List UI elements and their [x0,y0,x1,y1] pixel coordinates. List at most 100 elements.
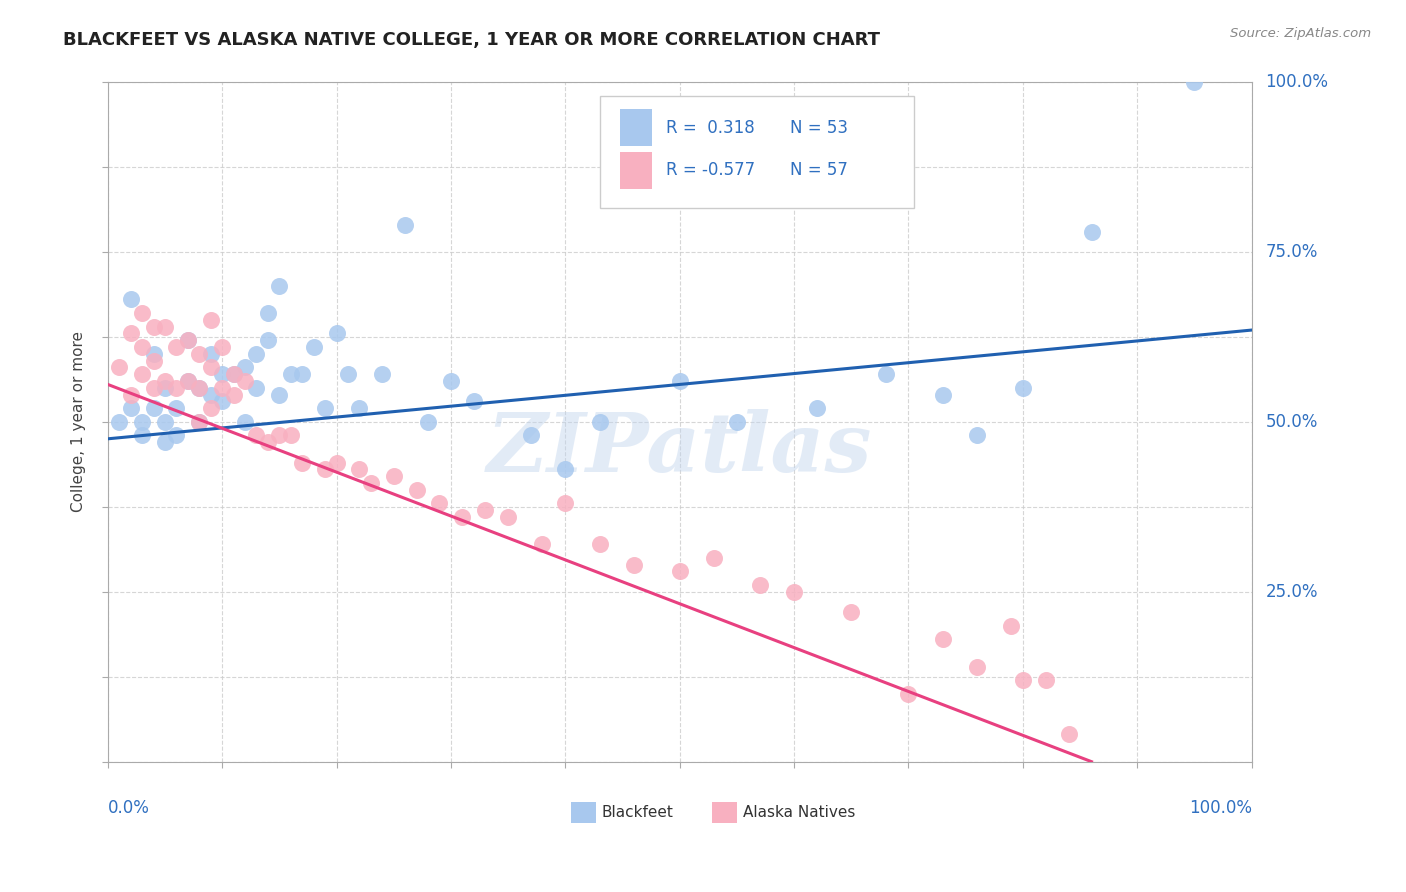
Point [257,306,280,320]
Point [131,428,153,442]
Point [233,360,256,375]
Point [153,381,176,395]
Point [1080,225,1102,239]
Point [269,428,291,442]
Point [531,537,554,551]
Point [165,401,187,416]
Point [440,374,463,388]
Point [966,659,988,673]
FancyBboxPatch shape [620,152,652,189]
Point [623,558,645,572]
Text: 25.0%: 25.0% [1265,582,1317,600]
Point [153,435,176,450]
Point [496,510,519,524]
Point [748,578,770,592]
Point [520,428,543,442]
Point [291,368,314,382]
Point [211,381,233,395]
Point [108,360,131,375]
Point [554,496,576,510]
Point [371,368,394,382]
Text: 100.0%: 100.0% [1188,799,1251,817]
Text: 50.0%: 50.0% [1265,413,1317,431]
Point [120,401,142,416]
Point [165,428,187,442]
Point [1012,381,1035,395]
Point [222,368,245,382]
Point [394,218,416,232]
Point [360,475,382,490]
Point [474,503,496,517]
Point [269,387,291,401]
Text: N = 53: N = 53 [790,119,848,136]
Point [153,319,176,334]
Point [966,428,988,442]
Point [177,374,200,388]
Text: 75.0%: 75.0% [1265,243,1317,260]
Point [177,333,200,347]
Point [349,401,371,416]
Point [200,387,222,401]
Point [120,387,142,401]
Point [108,415,131,429]
Point [302,340,325,354]
Point [314,401,336,416]
Point [233,415,256,429]
Point [200,313,222,327]
Point [211,368,233,382]
Point [725,415,748,429]
Point [188,415,211,429]
Text: BLACKFEET VS ALASKA NATIVE COLLEGE, 1 YEAR OR MORE CORRELATION CHART: BLACKFEET VS ALASKA NATIVE COLLEGE, 1 YE… [63,31,880,49]
Text: N = 57: N = 57 [790,161,848,179]
Point [668,565,690,579]
Point [188,415,211,429]
Point [165,381,187,395]
Point [416,415,439,429]
Point [153,415,176,429]
Point [200,401,222,416]
Point [897,687,920,701]
FancyBboxPatch shape [599,95,914,208]
Point [177,374,200,388]
Point [200,347,222,361]
Point [325,326,347,341]
Point [382,469,405,483]
FancyBboxPatch shape [571,803,596,822]
Point [142,353,165,368]
Text: R =  0.318: R = 0.318 [666,119,755,136]
Point [120,293,142,307]
Text: R = -0.577: R = -0.577 [666,161,755,179]
Point [153,374,176,388]
Point [839,605,862,619]
Point [245,381,267,395]
Point [1057,727,1080,741]
Point [668,374,690,388]
Point [1000,618,1022,632]
FancyBboxPatch shape [620,109,652,146]
Point [588,415,610,429]
Point [429,496,451,510]
Point [222,387,245,401]
Point [257,435,280,450]
Point [554,462,576,476]
Point [222,368,245,382]
Point [131,415,153,429]
Point [120,326,142,341]
Point [325,456,347,470]
Point [405,483,427,497]
Text: ZIPatlas: ZIPatlas [486,409,873,489]
Point [875,368,897,382]
Point [200,360,222,375]
Point [314,462,336,476]
Text: 0.0%: 0.0% [108,799,149,817]
Text: Blackfeet: Blackfeet [602,805,673,820]
Point [349,462,371,476]
Point [257,333,280,347]
Point [703,550,725,565]
Point [188,347,211,361]
Point [783,584,806,599]
Point [211,340,233,354]
Point [291,456,314,470]
Point [131,306,153,320]
Text: 100.0%: 100.0% [1265,73,1329,91]
